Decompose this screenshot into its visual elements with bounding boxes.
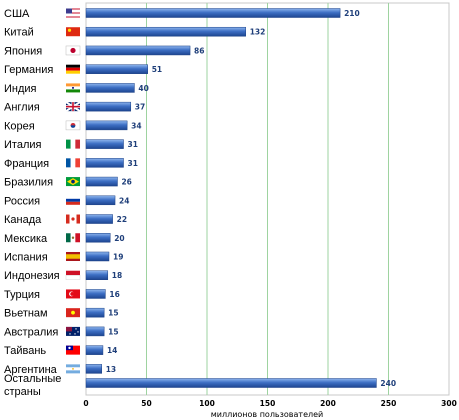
bar: [85, 101, 132, 112]
value-label: 26: [121, 178, 131, 187]
category-label: Россия: [4, 195, 40, 207]
value-label: 19: [113, 252, 123, 261]
category-label: Аргентина: [4, 364, 58, 376]
value-label: 240: [380, 379, 396, 388]
gridlines: [146, 3, 389, 395]
value-label: 20: [114, 234, 124, 243]
x-tick-label: 200: [320, 399, 336, 408]
x-tick-label: 250: [381, 399, 397, 408]
flag-argentina-icon: [66, 364, 80, 374]
value-label: 15: [108, 327, 118, 336]
bar: [85, 251, 110, 262]
category-label: Мексика: [4, 233, 48, 245]
value-label: 14: [107, 346, 117, 355]
value-label: 31: [128, 159, 138, 168]
value-label: 40: [138, 84, 148, 93]
value-label: 31: [128, 140, 138, 149]
category-label: Англия: [4, 102, 40, 114]
category-label: Япония: [4, 45, 42, 57]
flag-taiwan-icon: [66, 345, 80, 355]
flag-japan-icon: [65, 45, 81, 56]
flag-korea-icon: [65, 120, 81, 131]
bar: [85, 233, 111, 243]
x-axis-title: миллионов пользователей: [211, 410, 323, 419]
value-label: 86: [194, 46, 204, 55]
value-labels: 210 132 86 51 40 37 34 31 31 26 24 22 20 19 18 16 15 15 14…: [106, 9, 396, 388]
x-tick-labels: 0 50 100 150 200 250 300: [83, 399, 456, 408]
bar: [85, 120, 128, 131]
flag-mexico-icon: [66, 233, 81, 243]
value-label: 15: [108, 309, 118, 318]
bar: [85, 307, 105, 318]
value-label: 210: [344, 9, 360, 18]
value-label: 37: [135, 103, 145, 112]
bar: [85, 8, 341, 18]
value-label: 18: [112, 271, 122, 280]
category-label: Индия: [4, 83, 37, 95]
value-label: 34: [131, 121, 141, 130]
bar: [85, 64, 148, 74]
bar: [85, 364, 102, 374]
value-label: 13: [106, 365, 116, 374]
category-label: Франция: [4, 158, 49, 170]
flag-italy-icon: [66, 139, 81, 149]
value-label: 51: [152, 65, 162, 74]
bar: [85, 195, 116, 206]
flags: [65, 8, 81, 374]
category-label: Испания: [4, 251, 48, 263]
x-tick-label: 300: [441, 399, 457, 408]
flag-china-icon: [66, 27, 80, 37]
bar: [85, 158, 124, 168]
bar: [85, 289, 106, 299]
bar: [85, 45, 191, 56]
bar: [85, 176, 118, 187]
flag-india-icon: [66, 83, 80, 93]
bar: [85, 139, 124, 149]
bar: [85, 26, 246, 37]
category-label: Вьетнам: [4, 308, 48, 320]
category-label: США: [4, 8, 30, 20]
category-label: Бразилия: [4, 177, 53, 189]
value-label: 132: [250, 28, 266, 37]
value-label: 16: [109, 290, 119, 299]
bars: [85, 8, 377, 388]
flag-turkey-icon: [66, 289, 80, 299]
category-label: Индонезия: [4, 270, 60, 282]
bar: [85, 83, 135, 93]
category-label: Италия: [4, 139, 42, 151]
category-label: Канада: [4, 214, 42, 226]
flag-indonesia-icon: [65, 270, 81, 280]
category-label: Турция: [4, 289, 40, 301]
bar: [85, 270, 109, 280]
category-label: Корея: [4, 120, 35, 132]
flag-spain-icon: [66, 251, 80, 261]
x-tick-label: 0: [83, 399, 88, 408]
bar: [85, 378, 377, 388]
flag-brazil-icon: [66, 177, 80, 187]
category-label: страны: [4, 386, 41, 398]
category-label: Остальные: [4, 373, 61, 385]
flag-australia-icon: [66, 326, 80, 336]
flag-germany-icon: [66, 64, 80, 74]
flag-usa-icon: [66, 8, 80, 18]
bar: [85, 326, 105, 337]
x-tick-label: 50: [141, 399, 151, 408]
category-labels: США Китай Япония Германия Индия Англия Корея Ит…: [4, 8, 61, 398]
category-label: Австралия: [4, 326, 58, 338]
value-label: 22: [117, 215, 127, 224]
flag-canada-icon: [66, 214, 80, 224]
bar: [85, 345, 104, 355]
x-tick-label: 100: [199, 399, 215, 408]
flag-france-icon: [66, 158, 81, 168]
x-tick-label: 150: [260, 399, 276, 408]
flag-uk-icon: [65, 101, 81, 112]
flag-vietnam-icon: [66, 308, 80, 318]
bar: [85, 214, 113, 224]
category-label: Китай: [4, 27, 34, 39]
category-label: Тайвань: [4, 345, 46, 357]
value-label: 24: [119, 196, 129, 205]
flag-russia-icon: [66, 195, 80, 205]
category-label: Германия: [4, 64, 53, 76]
